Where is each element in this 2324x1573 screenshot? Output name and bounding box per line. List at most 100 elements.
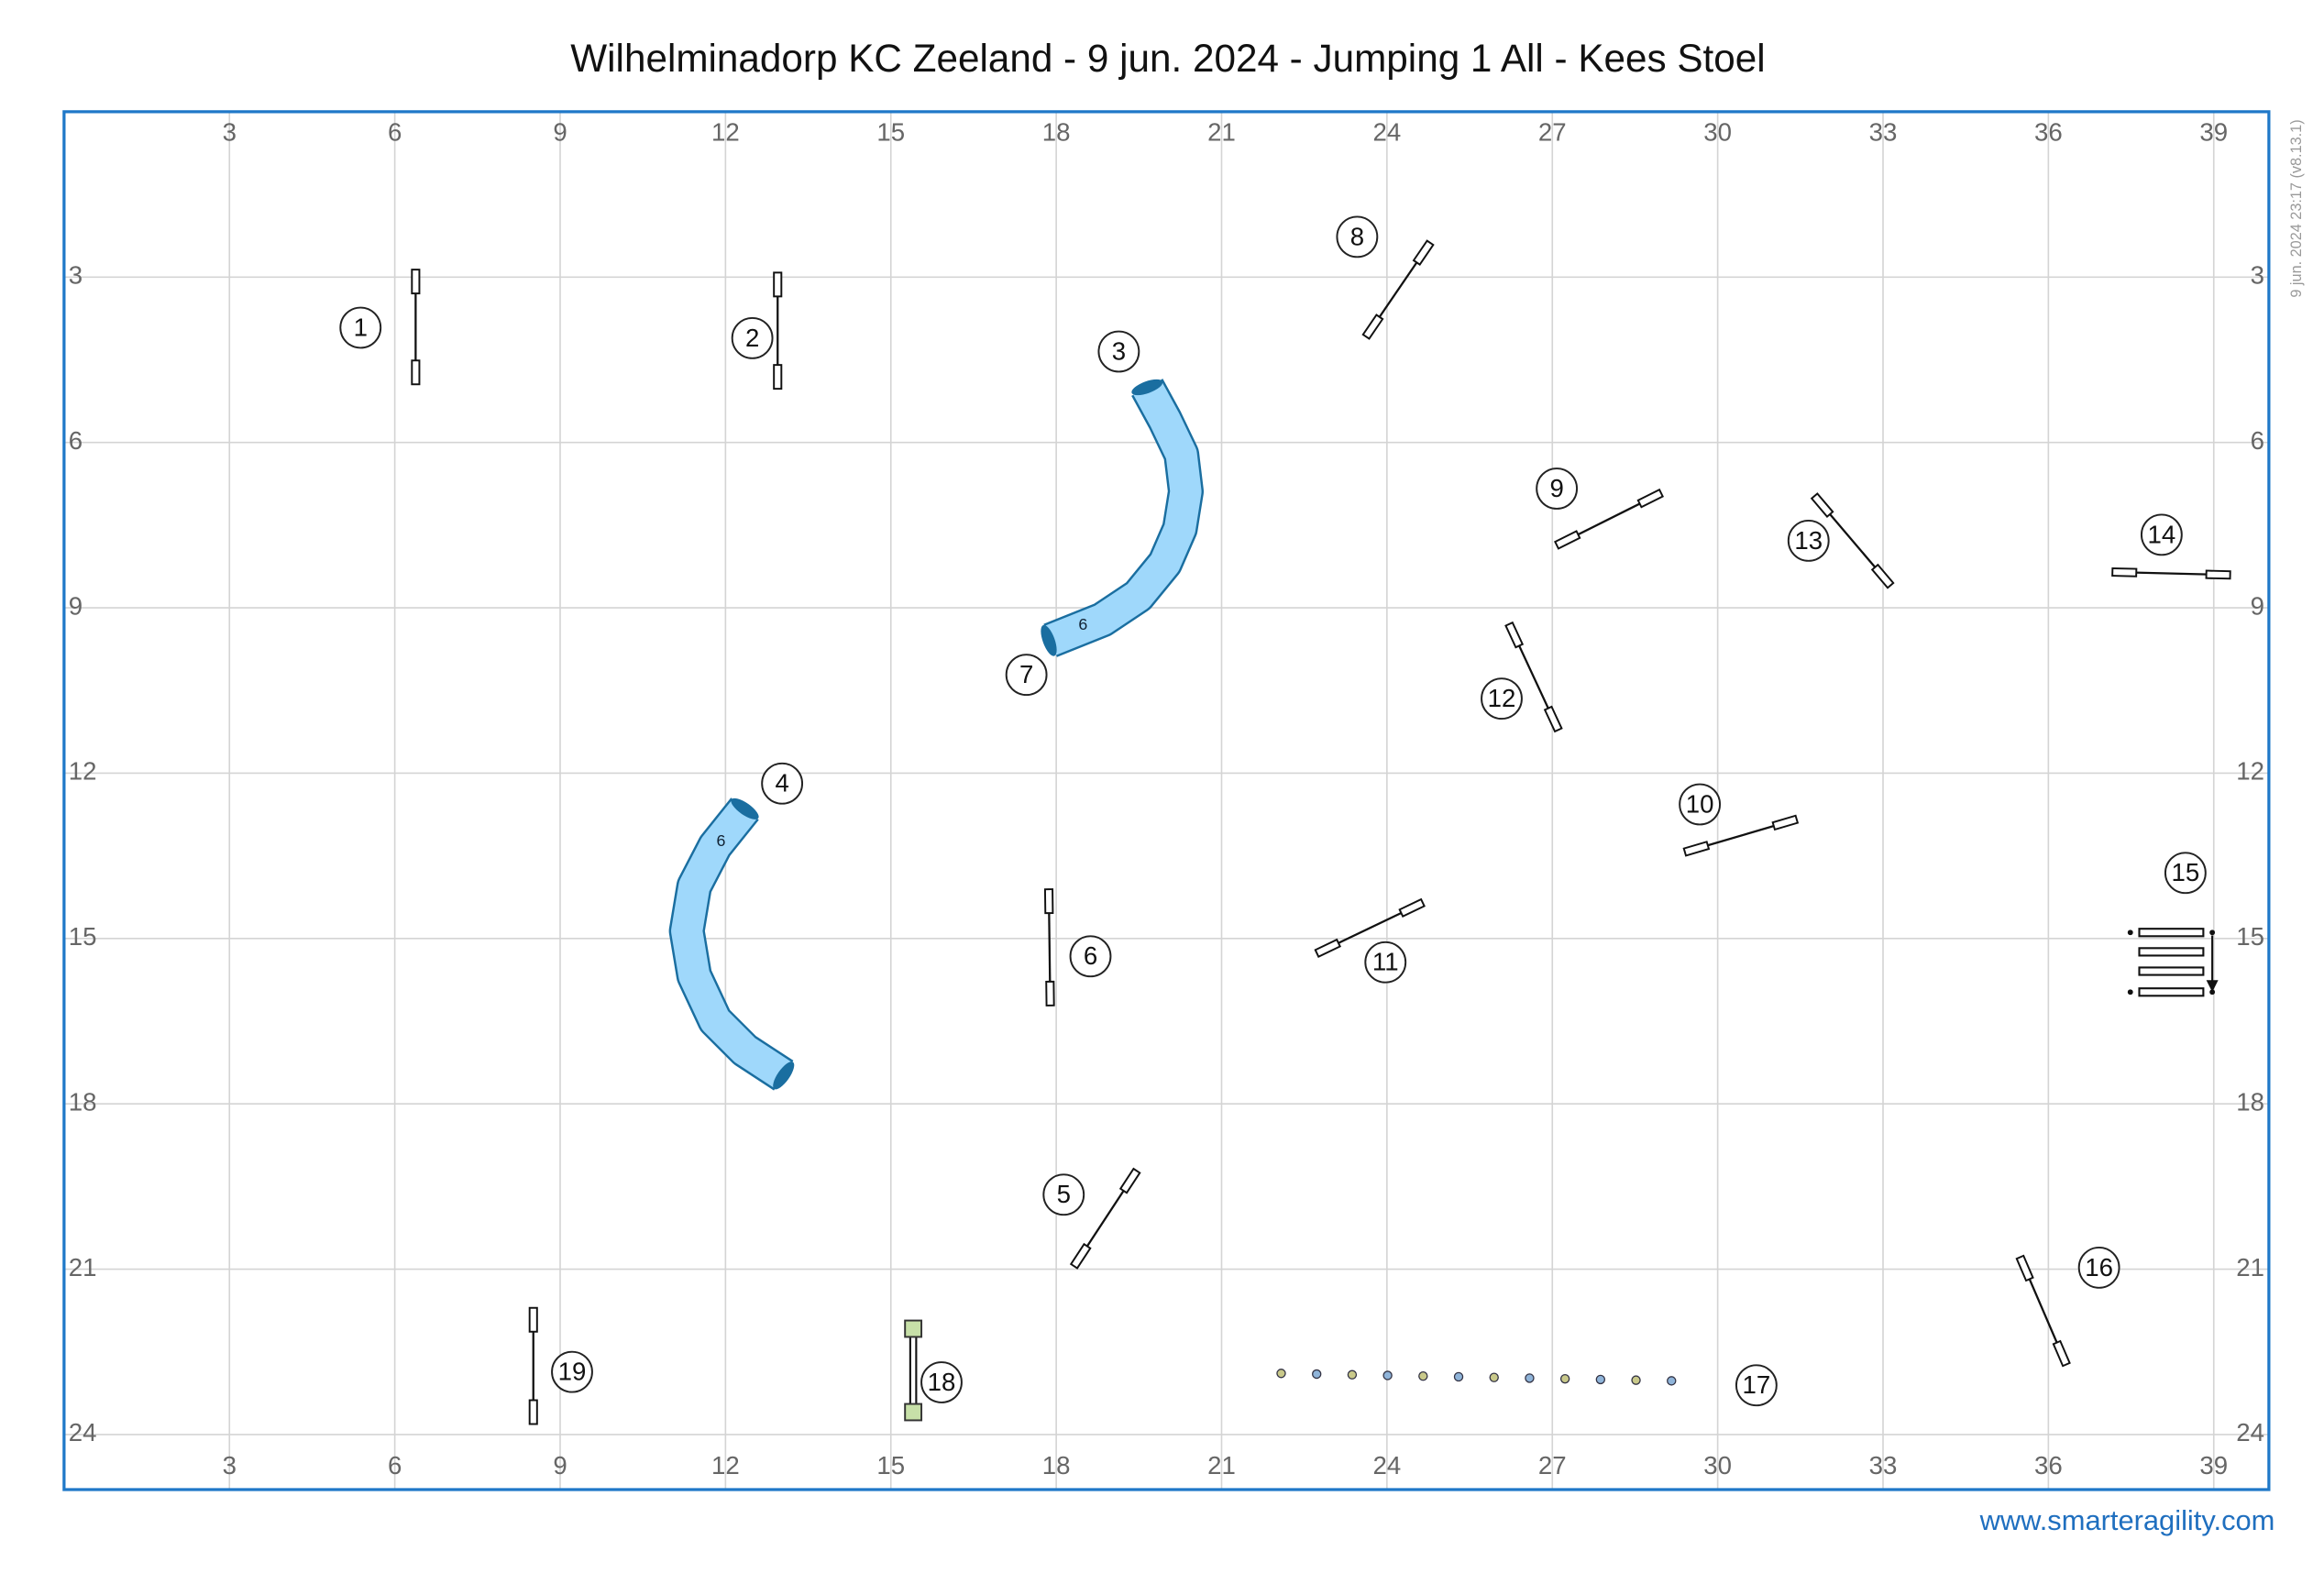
obstacle-number: 18 <box>928 1368 956 1396</box>
version-stamp: 9 jun. 2024 23:17 (v8.13.1) <box>2288 119 2305 297</box>
x-tick-label: 18 <box>1042 118 1071 147</box>
obstacle-number: 3 <box>1112 336 1126 365</box>
jump-wing <box>1118 1167 1141 1194</box>
x-tick-label: 33 <box>1869 1451 1898 1480</box>
jump-wing <box>1045 980 1055 1006</box>
jump-wing <box>1314 938 1342 958</box>
footer-link[interactable]: www.smarteragility.com <box>1979 1504 2275 1536</box>
number-circle <box>1042 1173 1085 1216</box>
weave-pole <box>1489 1372 1499 1382</box>
x-tick-label: 33 <box>1869 118 1898 147</box>
tunnel-end <box>1131 379 1163 396</box>
weave-pole <box>1631 1375 1641 1385</box>
number-circle <box>1005 654 1048 697</box>
obstacle-number: 13 <box>1794 526 1823 555</box>
x-tick-label: 39 <box>2199 1451 2228 1480</box>
weave-pole <box>1418 1371 1428 1381</box>
y-tick-label: 18 <box>2236 1087 2264 1116</box>
obstacle-number: 2 <box>745 324 759 352</box>
x-tick-label: 12 <box>711 1451 740 1480</box>
broad-jump-pole <box>2127 930 2133 936</box>
number-circle <box>1787 519 1830 562</box>
x-tick-label: 6 <box>388 118 402 147</box>
x-tick-label: 21 <box>1207 1451 1236 1480</box>
x-tick-label: 36 <box>2034 118 2063 147</box>
jump-wing <box>1412 239 1435 266</box>
y-tick-label: 12 <box>2236 757 2264 786</box>
tunnel-body <box>1044 380 1202 655</box>
x-tick-label: 9 <box>553 1451 567 1480</box>
x-tick-label: 30 <box>1703 118 1732 147</box>
x-tick-label: 36 <box>2034 1451 2063 1480</box>
y-tick-label: 21 <box>69 1253 97 1282</box>
number-circle <box>731 316 774 359</box>
x-tick-label: 24 <box>1373 118 1402 147</box>
jump-wing <box>1398 897 1426 918</box>
number-circle <box>1536 468 1579 510</box>
jump-wing <box>1361 314 1384 340</box>
x-tick-label: 18 <box>1042 1451 1071 1480</box>
y-tick-label: 18 <box>69 1087 97 1116</box>
x-tick-label: 3 <box>223 1451 237 1480</box>
x-tick-label: 15 <box>876 118 905 147</box>
number-circle <box>1364 940 1407 984</box>
x-tick-label: 15 <box>876 1451 905 1480</box>
y-tick-label: 24 <box>2236 1418 2264 1446</box>
number-circle <box>1679 783 1722 826</box>
jump-wing <box>528 1306 538 1333</box>
tunnel-end <box>1041 624 1057 656</box>
jump-wing <box>2052 1339 2071 1368</box>
number-circle <box>2140 513 2183 556</box>
field-border <box>62 110 2271 1491</box>
number-circle <box>920 1361 963 1403</box>
obstacle-number: 19 <box>558 1358 587 1386</box>
obstacle-number: 8 <box>1350 222 1364 250</box>
obstacle-number: 14 <box>2148 520 2176 548</box>
number-circle <box>551 1350 593 1393</box>
number-circle <box>339 306 382 349</box>
weave-pole <box>1382 1370 1393 1380</box>
y-tick-label: 15 <box>69 922 97 951</box>
broad-jump-plank <box>2138 928 2205 938</box>
y-tick-label: 3 <box>2251 261 2264 290</box>
number-circle <box>1069 935 1112 978</box>
jump-wing <box>773 271 783 298</box>
x-tick-label: 24 <box>1373 1451 1402 1480</box>
broad-jump-plank <box>2138 947 2205 957</box>
weave-pole <box>1312 1369 1322 1380</box>
jump-wing <box>1810 492 1834 518</box>
number-circle <box>2077 1246 2120 1289</box>
broad-jump-plank <box>2138 966 2205 976</box>
tunnel-end <box>731 798 759 820</box>
obstacle-base <box>904 1402 923 1422</box>
obstacle-number: 17 <box>1743 1370 1771 1399</box>
x-tick-label: 3 <box>223 118 237 147</box>
jump-wing <box>2111 566 2138 578</box>
jump-wing <box>1543 705 1563 733</box>
jump-wing <box>2205 569 2231 580</box>
weave-pole <box>1559 1373 1570 1384</box>
jump-wing <box>1504 621 1525 649</box>
number-circle <box>1097 330 1140 373</box>
obstacle-number: 11 <box>1372 948 1399 976</box>
jump-wing <box>1043 888 1054 915</box>
broad-jump-pole <box>2209 930 2216 936</box>
obstacle-number: 6 <box>1084 941 1097 970</box>
obstacle-base <box>904 1319 923 1338</box>
tunnel-length: 6 <box>717 831 726 850</box>
x-tick-label: 12 <box>711 118 740 147</box>
obstacle-number: 10 <box>1686 789 1714 818</box>
y-tick-label: 12 <box>69 757 97 786</box>
obstacle-number: 4 <box>775 769 788 798</box>
obstacle-number: 15 <box>2172 858 2200 886</box>
number-circle <box>1735 1364 1778 1407</box>
y-tick-label: 6 <box>69 426 83 455</box>
weave-pole <box>1347 1370 1358 1380</box>
jump-wing <box>773 364 783 390</box>
obstacle-number: 16 <box>2085 1253 2113 1282</box>
jump-wing <box>1682 841 1711 857</box>
jump-wing <box>2015 1254 2034 1282</box>
obstacle-number: 9 <box>1549 474 1563 502</box>
